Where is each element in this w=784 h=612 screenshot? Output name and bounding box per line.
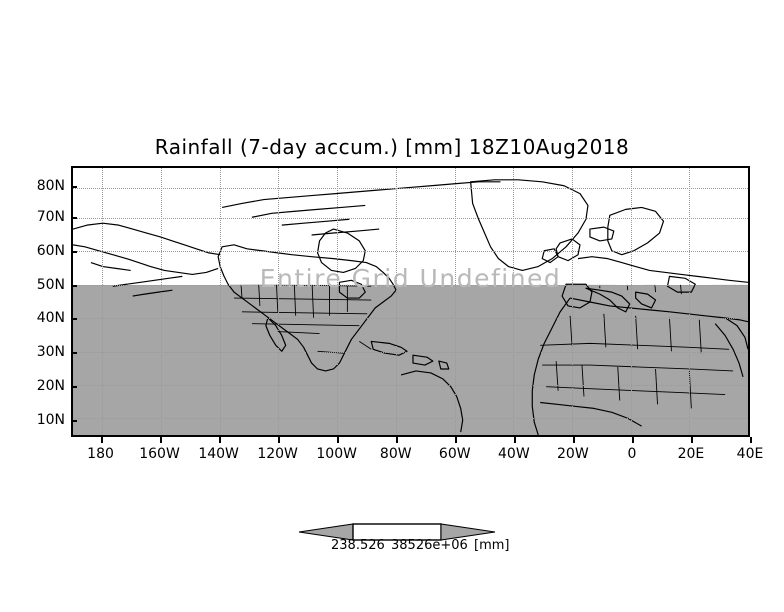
y-tick-mark (71, 318, 77, 321)
gridline-vertical (395, 168, 397, 435)
y-tick-mark (71, 352, 77, 355)
y-tick-label: 30N (36, 344, 65, 361)
x-tick-mark (277, 437, 280, 443)
x-tick-mark (513, 437, 516, 443)
colorbar (297, 520, 497, 544)
gridline-horizontal (73, 251, 748, 253)
gridline-horizontal (73, 284, 748, 286)
gridline-horizontal (73, 318, 748, 320)
gridline-vertical (571, 168, 573, 435)
y-tick-label: 50N (36, 276, 65, 293)
x-tick-mark (690, 437, 693, 443)
x-tick-mark (159, 437, 162, 443)
gridline-vertical (630, 168, 632, 435)
gridline-vertical (161, 168, 163, 435)
colorbar-right-arrow (440, 523, 496, 541)
y-tick-mark (71, 186, 77, 189)
y-tick-label: 70N (36, 208, 65, 225)
y-tick-mark (71, 420, 77, 423)
y-tick-label: 40N (36, 310, 65, 327)
x-tick-mark (750, 437, 752, 443)
y-tick-label: 20N (36, 378, 65, 395)
colorbar-label-left: 238.526 (331, 538, 385, 553)
colorbar-tick-labels: 238.526 38526e+06 [mm] (0, 538, 784, 556)
gridline-vertical (278, 168, 280, 435)
colorbar-label-right: 38526e+06 (391, 538, 468, 553)
page-title: Rainfall (7-day accum.) [mm] 18Z10Aug201… (154, 135, 630, 159)
x-tick-label: 40E (736, 446, 764, 462)
x-tick-label: 160W (139, 446, 180, 462)
colorbar-units-label: [mm] (474, 538, 510, 553)
x-tick-mark (454, 437, 457, 443)
x-tick-label: 100W (316, 446, 357, 462)
x-tick-label: 20W (557, 446, 589, 462)
y-tick-label: 80N (36, 178, 65, 195)
gridline-horizontal (73, 418, 748, 420)
x-tick-mark (336, 437, 339, 443)
y-tick-mark (71, 284, 77, 287)
x-tick-label: 60W (438, 446, 471, 462)
x-tick-label: 120W (257, 446, 298, 462)
x-tick-mark (218, 437, 221, 443)
y-tick-label: 10N (36, 412, 65, 429)
gridline-vertical (689, 168, 691, 435)
x-tick-label: 40W (498, 446, 530, 462)
map-plot-area: Entire Grid Undefined (71, 166, 750, 437)
gridline-horizontal (73, 384, 748, 386)
map-canvas: Entire Grid Undefined (73, 168, 748, 435)
gridline-vertical (337, 168, 339, 435)
y-axis: 80N 70N 60N 50N 40N 30N 20N 10N (8, 166, 65, 437)
gridline-horizontal (73, 188, 748, 190)
coastline-layer (73, 179, 748, 435)
gridline-horizontal (73, 351, 748, 353)
x-tick-mark (100, 437, 103, 443)
gridline-horizontal (73, 218, 748, 220)
y-tick-label: 60N (36, 242, 65, 259)
gridline-vertical (102, 168, 104, 435)
gridline-vertical (219, 168, 221, 435)
y-tick-mark (71, 250, 77, 253)
y-tick-mark (71, 386, 77, 389)
x-tick-label: 0 (627, 446, 637, 462)
gridline-vertical (513, 168, 515, 435)
x-tick-mark (395, 437, 398, 443)
colorbar-graphic (298, 523, 496, 541)
gridline-vertical (454, 168, 456, 435)
x-tick-mark (631, 437, 634, 443)
x-axis: 180 160W 140W 120W 100W 80W 60W 40W 20W 0 20E 40E (71, 446, 763, 468)
x-tick-label: 140W (198, 446, 239, 462)
x-tick-mark (572, 437, 575, 443)
y-tick-mark (71, 216, 77, 219)
x-tick-label: 80W (379, 446, 412, 462)
x-tick-label: 20E (677, 446, 705, 462)
x-tick-label: 180 (87, 446, 114, 462)
